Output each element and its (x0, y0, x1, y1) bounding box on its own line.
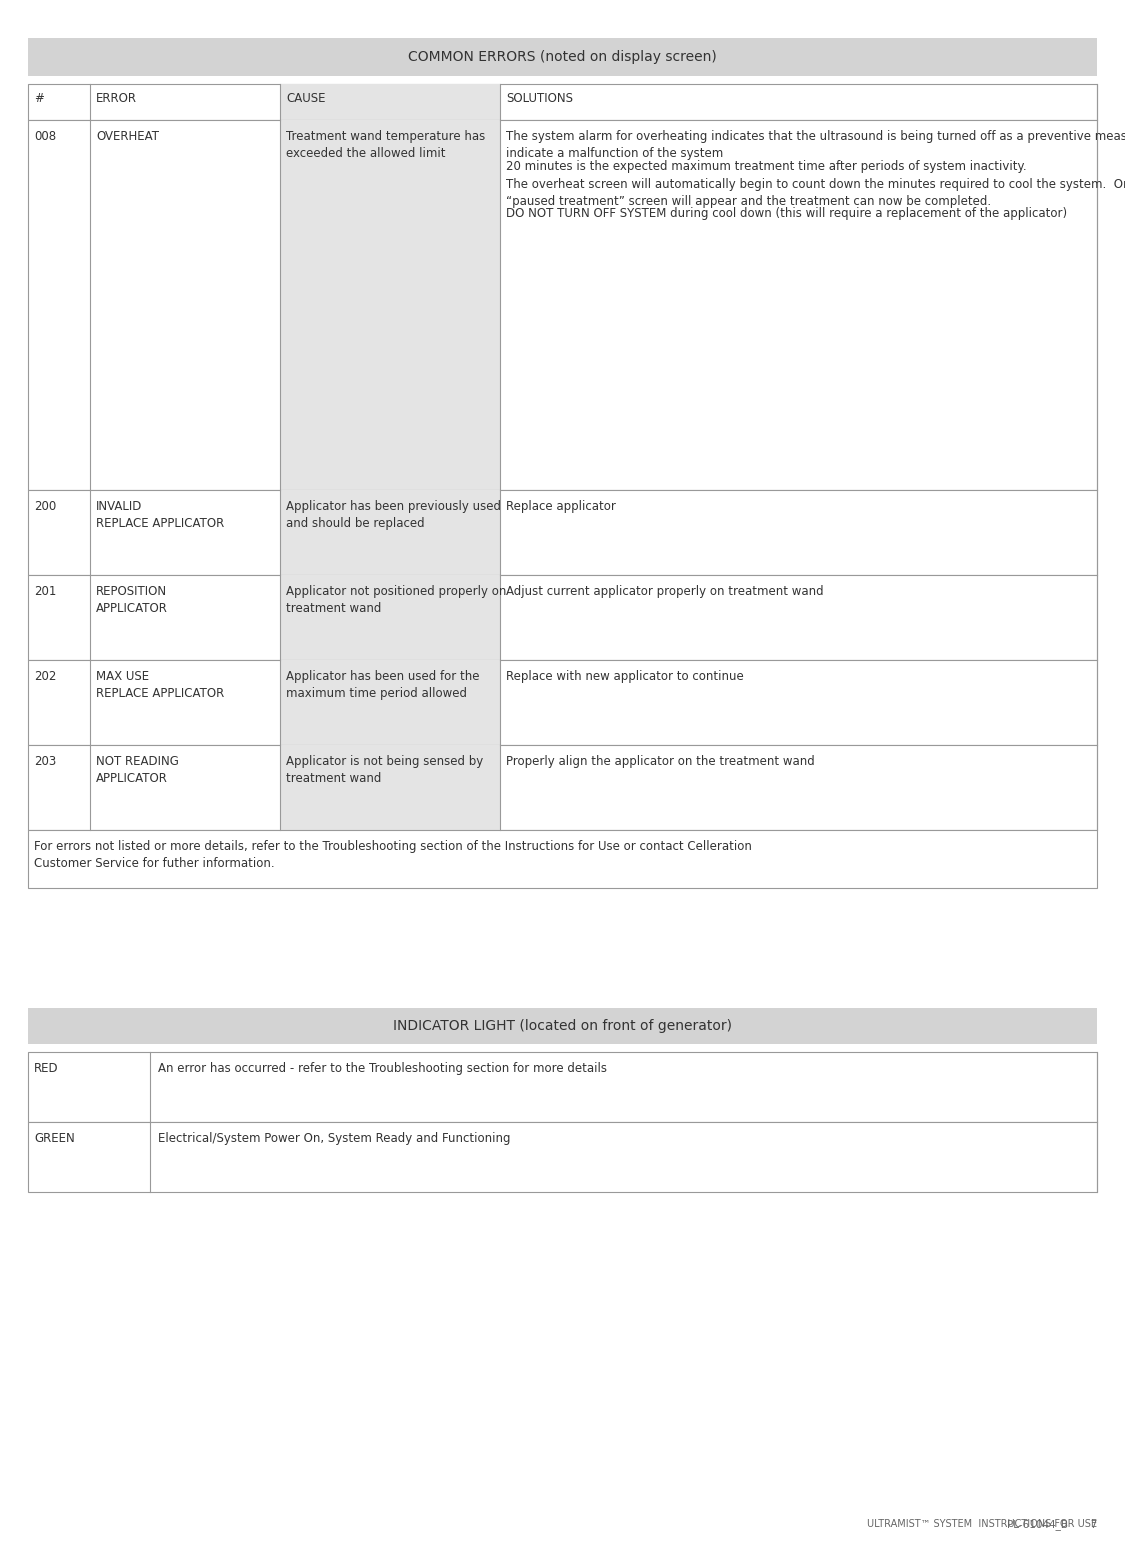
Text: REPOSITION
APPLICATOR: REPOSITION APPLICATOR (96, 584, 168, 615)
Text: An error has occurred - refer to the Troubleshooting section for more details: An error has occurred - refer to the Tro… (158, 1062, 608, 1076)
Text: Replace applicator: Replace applicator (506, 501, 615, 513)
Text: Applicator has been previously used
and should be replaced: Applicator has been previously used and … (286, 501, 501, 530)
Bar (28, 829, 1097, 888)
Text: MAX USE
REPLACE APPLICATOR: MAX USE REPLACE APPLICATOR (96, 670, 224, 701)
Text: 203: 203 (34, 755, 56, 767)
Text: NOT READING
APPLICATOR: NOT READING APPLICATOR (96, 755, 179, 784)
Text: Replace with new applicator to continue: Replace with new applicator to continue (506, 670, 744, 684)
Bar (28, 490, 1097, 575)
Text: The overheat screen will automatically begin to count down the minutes required : The overheat screen will automatically b… (506, 178, 1125, 208)
Bar (28, 746, 1097, 829)
Bar (28, 1008, 1097, 1045)
Text: PL-61044_B       7: PL-61044_B 7 (1007, 1519, 1097, 1530)
Text: Properly align the applicator on the treatment wand: Properly align the applicator on the tre… (506, 755, 814, 767)
Bar (28, 1122, 1097, 1192)
Text: For errors not listed or more details, refer to the Troubleshooting section of t: For errors not listed or more details, r… (34, 840, 752, 870)
Text: The system alarm for overheating indicates that the ultrasound is being turned o: The system alarm for overheating indicat… (506, 130, 1125, 160)
Text: COMMON ERRORS (noted on display screen): COMMON ERRORS (noted on display screen) (408, 50, 717, 64)
Text: Applicator has been used for the
maximum time period allowed: Applicator has been used for the maximum… (286, 670, 479, 701)
Text: OVERHEAT: OVERHEAT (96, 130, 159, 143)
Bar (280, 575, 500, 660)
Text: #: # (34, 91, 44, 105)
Text: GREEN: GREEN (34, 1132, 74, 1145)
Text: CAUSE: CAUSE (286, 91, 325, 105)
Text: ULTRAMIST™ SYSTEM  INSTRUCTIONS FOR USE: ULTRAMIST™ SYSTEM INSTRUCTIONS FOR USE (867, 1519, 1097, 1528)
Bar (280, 660, 500, 746)
Text: 008: 008 (34, 130, 56, 143)
Text: Applicator not positioned properly on
treatment wand: Applicator not positioned properly on tr… (286, 584, 506, 615)
Text: Applicator is not being sensed by
treatment wand: Applicator is not being sensed by treatm… (286, 755, 484, 784)
Text: SOLUTIONS: SOLUTIONS (506, 91, 573, 105)
Text: Electrical/System Power On, System Ready and Functioning: Electrical/System Power On, System Ready… (158, 1132, 511, 1145)
Text: INDICATOR LIGHT (located on front of generator): INDICATOR LIGHT (located on front of gen… (393, 1018, 732, 1032)
Bar (280, 84, 500, 119)
Text: 200: 200 (34, 501, 56, 513)
Bar (280, 490, 500, 575)
Text: 202: 202 (34, 670, 56, 684)
Bar (28, 119, 1097, 490)
Bar (28, 84, 1097, 119)
Text: 20 minutes is the expected maximum treatment time after periods of system inacti: 20 minutes is the expected maximum treat… (506, 160, 1027, 172)
Bar (28, 39, 1097, 76)
Text: ERROR: ERROR (96, 91, 137, 105)
Bar (28, 575, 1097, 660)
Text: Adjust current applicator properly on treatment wand: Adjust current applicator properly on tr… (506, 584, 824, 598)
Text: Treatment wand temperature has
exceeded the allowed limit: Treatment wand temperature has exceeded … (286, 130, 485, 160)
Text: INVALID
REPLACE APPLICATOR: INVALID REPLACE APPLICATOR (96, 501, 224, 530)
Text: 201: 201 (34, 584, 56, 598)
Bar (280, 746, 500, 829)
Text: RED: RED (34, 1062, 58, 1076)
Bar (28, 660, 1097, 746)
Bar (28, 1052, 1097, 1122)
Text: DO NOT TURN OFF SYSTEM during cool down (this will require a replacement of the : DO NOT TURN OFF SYSTEM during cool down … (506, 208, 1068, 220)
Bar (280, 119, 500, 490)
